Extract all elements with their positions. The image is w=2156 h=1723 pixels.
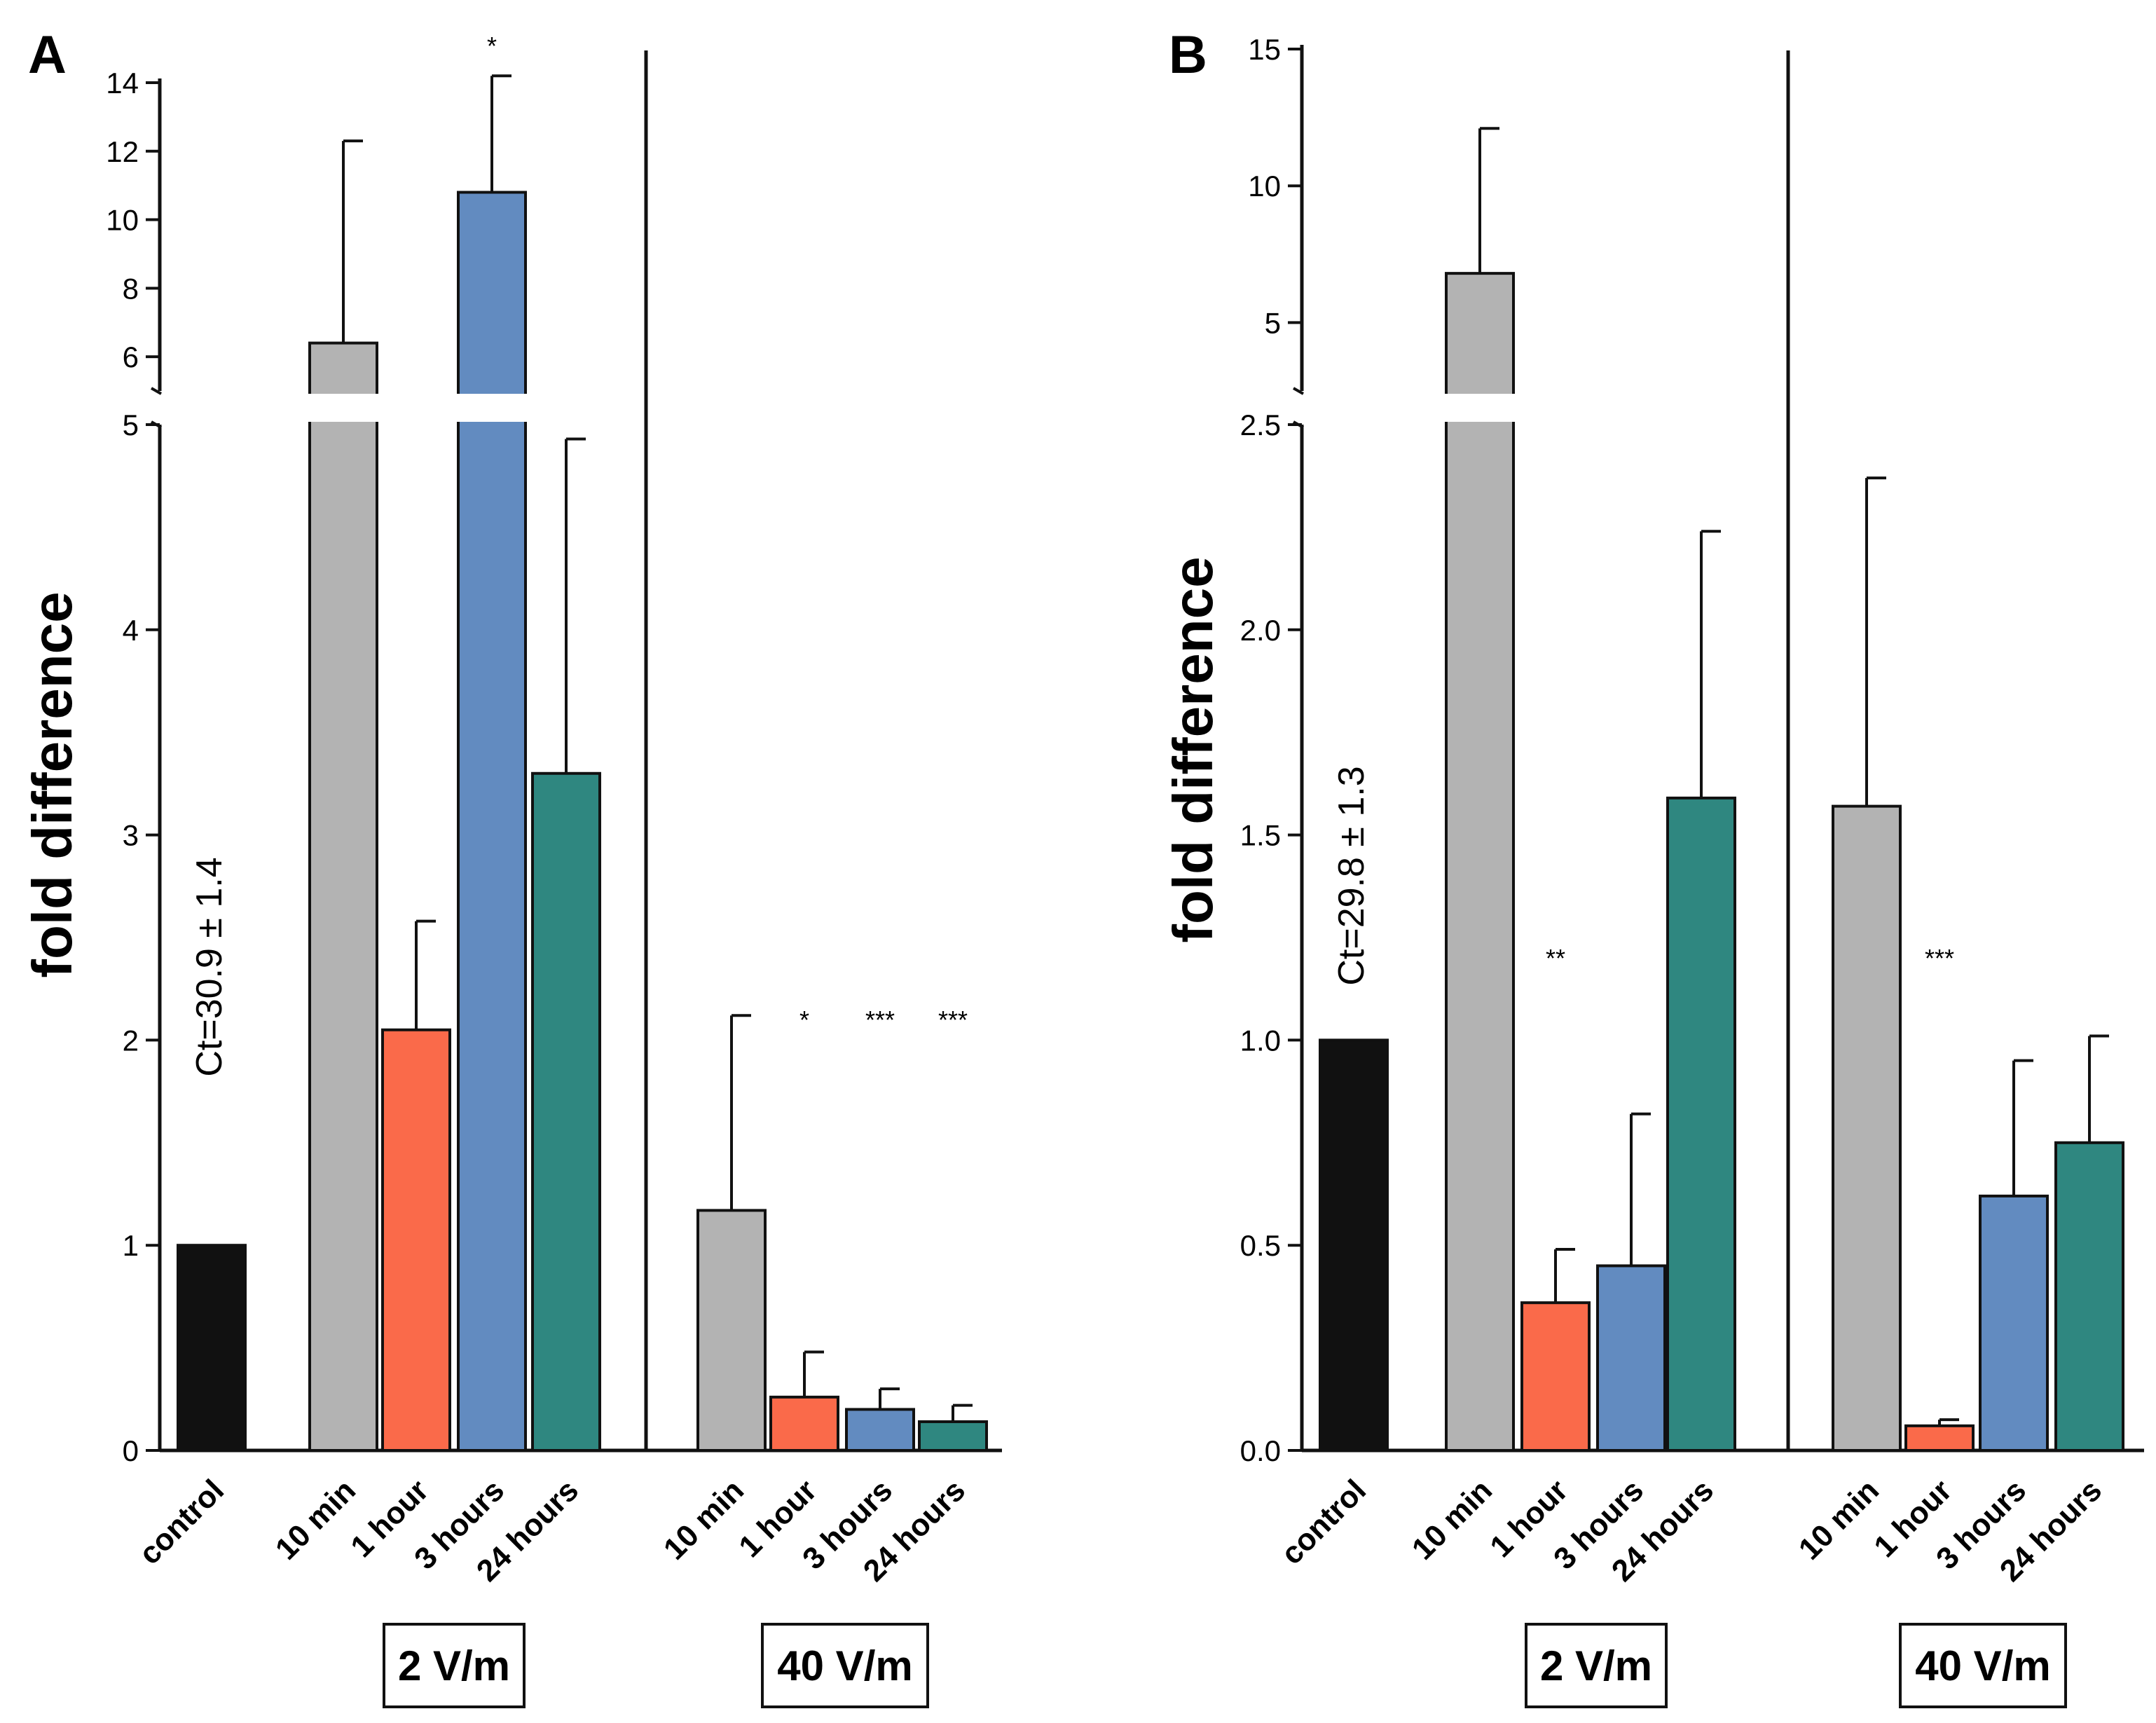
- y-axis-title: fold difference: [21, 591, 83, 977]
- bar-control: [177, 1244, 247, 1452]
- x-category-label: control: [1275, 1473, 1373, 1571]
- y-axis-title: fold difference: [1162, 556, 1224, 942]
- axis-break-mark: [1293, 387, 1304, 395]
- bar-break-gap: [455, 394, 528, 422]
- y-tick-label: 0.0: [1240, 1434, 1281, 1467]
- x-category-label: 10 min: [269, 1473, 362, 1566]
- bar-40vm-3-hours: [845, 1408, 915, 1452]
- bar-2vm-3-hours: [457, 191, 527, 1452]
- y-tick-label: 4: [123, 614, 139, 647]
- y-tick-label: 1.0: [1240, 1024, 1281, 1057]
- bar-break-gap: [307, 394, 380, 422]
- y-tick-label: 2.0: [1240, 614, 1281, 647]
- y-tick-label: 6: [123, 341, 139, 373]
- bar-40vm-10-min: [696, 1209, 767, 1452]
- bar-2vm-3-hours: [1596, 1264, 1666, 1452]
- bar-40vm-3-hours: [1979, 1194, 2049, 1452]
- y-tick-label: 10: [1248, 170, 1281, 202]
- bar-2vm-10-min: [308, 341, 378, 1452]
- x-category-label: 10 min: [1406, 1473, 1499, 1566]
- bar-2vm-10-min: [1445, 272, 1515, 1452]
- y-tick-label: 14: [106, 67, 139, 99]
- y-tick-label: 5: [123, 409, 139, 441]
- significance-mark: ***: [865, 1005, 895, 1034]
- bar-40vm-1-hour: [769, 1395, 839, 1452]
- group-label: 2 V/m: [1540, 1642, 1652, 1689]
- panel-b: B 0.0 0.5 1.0 1.5 2.0 2.5 5 10 15 fold difference c…: [1162, 25, 2144, 1708]
- panel-label: B: [1169, 25, 1207, 85]
- bar-2vm-1-hour: [1520, 1301, 1591, 1452]
- bar-2vm-24-hours: [1666, 796, 1736, 1452]
- group-label-box: [761, 1623, 929, 1708]
- group-label: 2 V/m: [398, 1642, 510, 1689]
- bar-40vm-24-hours: [2054, 1141, 2124, 1453]
- y-tick-label: 10: [106, 204, 139, 237]
- group-label-box: [1899, 1623, 2067, 1708]
- ct-annotation: Ct=30.9 ± 1.4: [189, 857, 230, 1076]
- y-tick-label: 2: [123, 1024, 139, 1057]
- y-tick-label: 3: [123, 819, 139, 852]
- bar-40vm-10-min: [1832, 804, 1902, 1453]
- axis-break-mark: [151, 420, 162, 429]
- axis-break-mark: [1293, 420, 1304, 429]
- group-label-box: [383, 1623, 526, 1708]
- significance-mark: *: [799, 1005, 809, 1034]
- y-tick-label: 8: [123, 272, 139, 305]
- y-tick-label: 1.5: [1240, 819, 1281, 852]
- group-label-box: [1525, 1623, 1668, 1708]
- bar-2vm-24-hours: [531, 771, 601, 1452]
- y-tick-label: 2.5: [1240, 409, 1281, 441]
- x-category-label: 10 min: [1792, 1473, 1886, 1566]
- axis-break-mark: [151, 387, 162, 395]
- group-label: 40 V/m: [1915, 1642, 2050, 1689]
- y-tick-label: 12: [106, 135, 139, 168]
- panel-label: A: [28, 25, 67, 85]
- ct-annotation: Ct=29.8 ± 1.3: [1331, 766, 1372, 985]
- y-tick-label: 1: [123, 1229, 139, 1262]
- bar-40vm-1-hour: [1904, 1424, 1975, 1453]
- bar-40vm-24-hours: [918, 1420, 988, 1453]
- bar-control: [1319, 1038, 1389, 1452]
- bar-2vm-1-hour: [381, 1028, 451, 1452]
- significance-mark: ***: [938, 1005, 968, 1034]
- significance-mark: *: [487, 32, 497, 60]
- y-tick-label: 0.5: [1240, 1229, 1281, 1262]
- y-tick-label: 0: [123, 1434, 139, 1467]
- bar-break-gap: [1443, 394, 1516, 422]
- y-tick-label: 15: [1248, 33, 1281, 66]
- significance-mark: ***: [1925, 944, 1954, 973]
- x-category-label: 10 min: [657, 1473, 750, 1566]
- group-label: 40 V/m: [777, 1642, 912, 1689]
- significance-mark: **: [1546, 944, 1565, 973]
- x-category-label: control: [132, 1473, 231, 1571]
- y-tick-label: 5: [1265, 306, 1281, 339]
